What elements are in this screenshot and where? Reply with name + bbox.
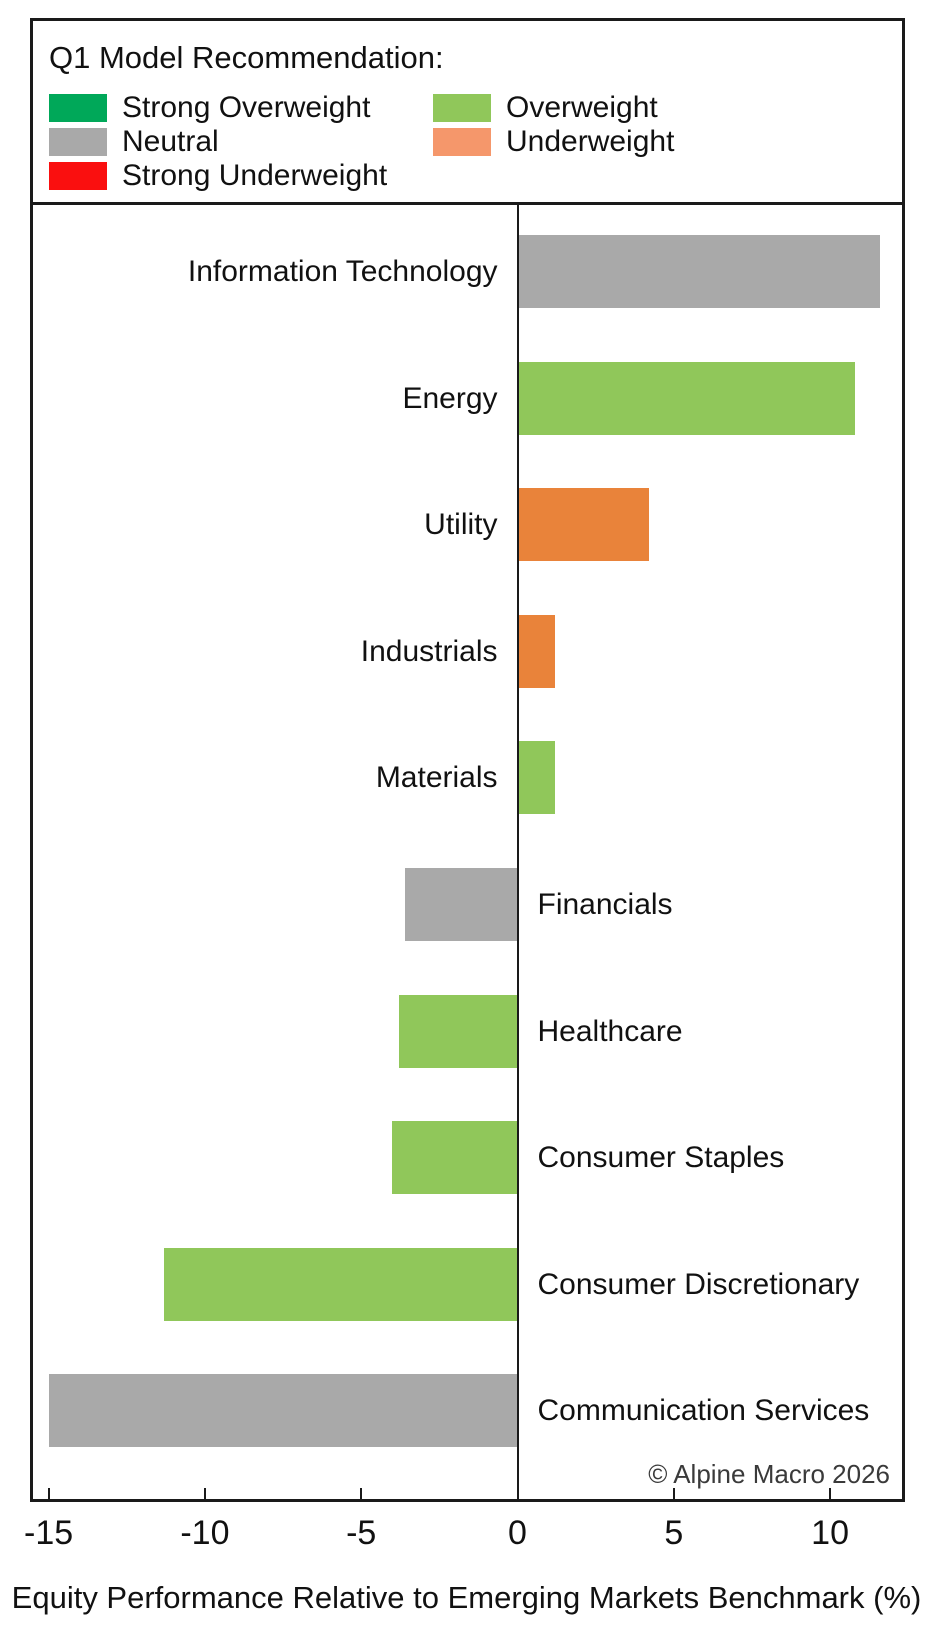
bar-materials bbox=[517, 741, 555, 815]
legend-swatch-icon bbox=[49, 162, 107, 190]
legend-item: Strong Overweight bbox=[49, 91, 433, 125]
legend-title: Q1 Model Recommendation: bbox=[49, 40, 444, 75]
x-axis-title: Equity Performance Relative to Emerging … bbox=[11, 1580, 922, 1615]
bar-financials bbox=[404, 868, 518, 941]
category-label: Financials bbox=[537, 888, 673, 921]
legend-label: Neutral bbox=[122, 125, 219, 158]
bar-consumer-discretionary bbox=[164, 1247, 518, 1321]
legend-label: Underweight bbox=[506, 125, 675, 158]
copyright-note: © Alpine Macro 2026 bbox=[648, 1459, 890, 1489]
category-label: Industrials bbox=[360, 634, 498, 668]
legend-swatch-icon bbox=[433, 128, 491, 156]
x-axis-tick bbox=[516, 1488, 519, 1502]
category-label: Energy bbox=[402, 381, 498, 415]
bar-information-technology bbox=[517, 235, 881, 308]
x-axis-tick-label: -5 bbox=[346, 1514, 377, 1552]
category-label: Consumer Discretionary bbox=[537, 1267, 860, 1301]
category-label: Information Technology bbox=[187, 255, 498, 288]
x-axis-tick bbox=[360, 1488, 363, 1502]
bar-consumer-staples bbox=[392, 1121, 518, 1195]
x-axis-tick-label: -15 bbox=[24, 1514, 74, 1552]
legend-label: Overweight bbox=[506, 91, 658, 124]
legend-box: Q1 Model Recommendation: Strong Overweig… bbox=[33, 21, 902, 205]
x-axis-tick-labels: -15 -10 -5 0 5 10 bbox=[24, 1514, 902, 1558]
x-axis-tick bbox=[203, 1488, 206, 1502]
legend-column-0: Strong Overweight Neutral Strong Underweig… bbox=[49, 91, 433, 193]
legend-label: Strong Overweight bbox=[122, 91, 371, 124]
x-axis-tick-label: 10 bbox=[811, 1514, 850, 1552]
legend-label: Strong Underweight bbox=[122, 159, 388, 192]
category-label: Consumer Staples bbox=[537, 1141, 785, 1175]
plot-area: © Alpine Macro 2026 Information Technolo… bbox=[33, 205, 902, 1502]
x-axis-tick bbox=[829, 1488, 832, 1502]
x-axis-tick bbox=[47, 1488, 50, 1502]
x-axis-tick-label: 0 bbox=[508, 1514, 527, 1552]
x-axis-tick-label: -10 bbox=[180, 1514, 230, 1552]
legend-column-1: Overweight Underweight bbox=[433, 91, 674, 193]
legend-item: Underweight bbox=[433, 125, 674, 159]
legend-swatch-icon bbox=[433, 94, 491, 122]
category-label: Materials bbox=[375, 761, 498, 795]
bar-healthcare bbox=[398, 994, 518, 1068]
legend-item: Strong Underweight bbox=[49, 159, 433, 193]
x-axis-tick bbox=[672, 1488, 675, 1502]
bar-energy bbox=[517, 361, 856, 435]
legend-item: Overweight bbox=[433, 91, 674, 125]
legend-swatch-icon bbox=[49, 94, 107, 122]
zero-baseline bbox=[516, 205, 519, 1502]
category-label: Utility bbox=[424, 508, 498, 542]
legend-item: Neutral bbox=[49, 125, 433, 159]
category-label: Healthcare bbox=[537, 1014, 683, 1048]
chart-frame: Q1 Model Recommendation: Strong Overweig… bbox=[30, 18, 905, 1502]
legend-swatch-icon bbox=[49, 128, 107, 156]
category-label: Communication Services bbox=[537, 1394, 870, 1428]
bar-utility bbox=[517, 488, 649, 562]
x-axis-tick-label: 5 bbox=[664, 1514, 684, 1552]
bar-industrials bbox=[517, 614, 555, 688]
bar-communication-services bbox=[48, 1374, 518, 1448]
legend-grid: Strong Overweight Neutral Strong Underweig… bbox=[49, 91, 902, 193]
